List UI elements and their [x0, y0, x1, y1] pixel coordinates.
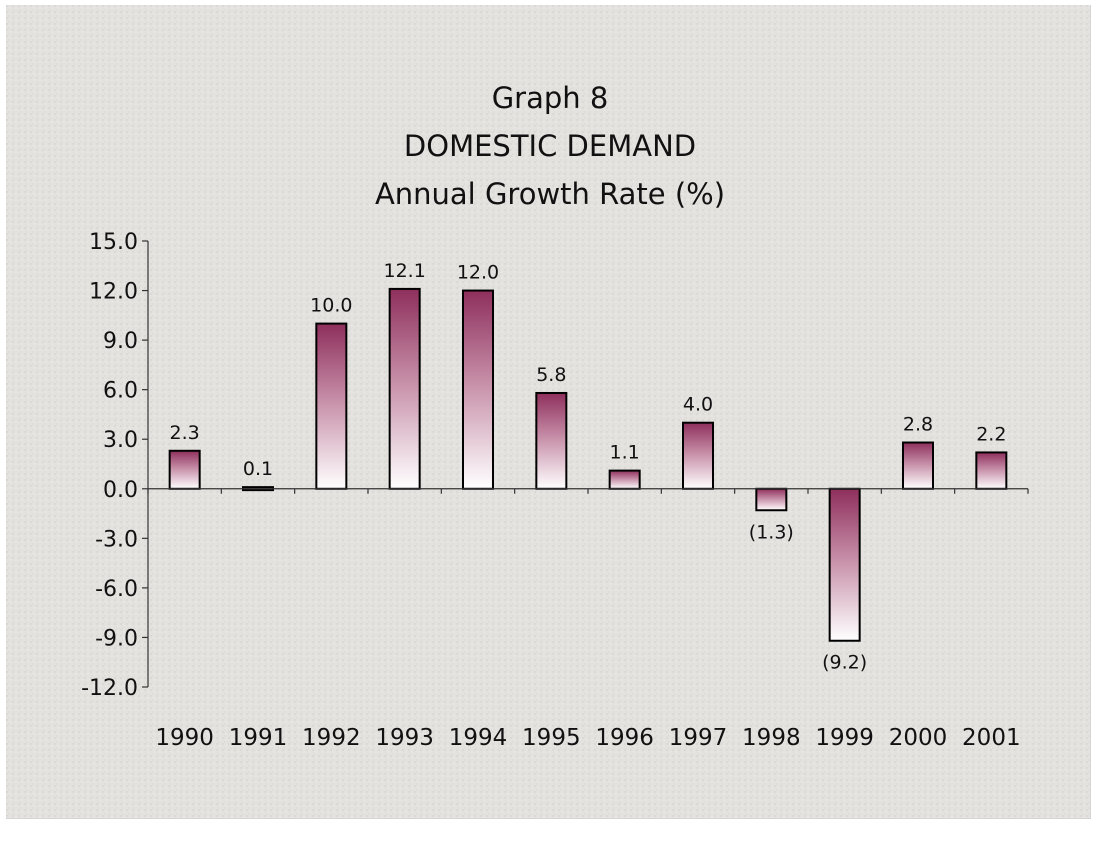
data-label-1997: 4.0: [683, 394, 713, 416]
bar-1993: [388, 287, 421, 490]
data-label-2000: 2.8: [903, 414, 933, 436]
y-tick-label: 12.0: [89, 280, 138, 305]
y-tick-label: 9.0: [103, 329, 138, 354]
category-label-1992: 1992: [302, 725, 361, 751]
y-tick-label: 0.0: [103, 478, 138, 503]
data-label-1995: 5.8: [536, 364, 566, 386]
data-label-1996: 1.1: [610, 442, 640, 464]
bar-1996: [608, 469, 641, 490]
y-tick-label: 15.0: [89, 230, 138, 255]
category-label-1990: 1990: [155, 725, 214, 751]
category-label-2000: 2000: [889, 725, 948, 751]
y-axis: 15.0 12.0 9.0 6.0 3.0 0.0 -3.0 -6.0 -9.0 -12.0: [81, 230, 149, 701]
category-label-1997: 1997: [669, 725, 728, 751]
bar-1990: [168, 449, 201, 490]
bar-2001: [975, 451, 1008, 490]
title-line-1: Graph 8: [492, 81, 609, 115]
data-labels: 2.3 0.1 10.0 12.1 12.0 5.8 1.1 4.0 (1.3) (9.2) 2.8…: [170, 260, 1007, 674]
bar-2000: [902, 441, 934, 490]
x-axis: [147, 488, 1029, 494]
data-label-1999: (9.2): [822, 652, 867, 674]
category-label-1996: 1996: [595, 725, 654, 751]
category-label-1993: 1993: [375, 725, 434, 751]
y-tick-label: -6.0: [95, 577, 138, 602]
bar-1994: [462, 289, 494, 490]
bar-1995: [535, 391, 568, 490]
y-tick-label: -12.0: [81, 676, 138, 701]
data-label-2001: 2.2: [976, 423, 1006, 445]
y-tick-label: -3.0: [95, 527, 138, 552]
category-labels: 1990 1991 1992 1993 1994 1995 1996 1997 1998 1999…: [155, 725, 1020, 751]
category-label-1999: 1999: [815, 725, 874, 751]
title-line-2: DOMESTIC DEMAND: [404, 129, 696, 163]
data-label-1992: 10.0: [310, 295, 352, 317]
y-tick-label: 6.0: [103, 379, 138, 404]
chart-area: Graph 8 DOMESTIC DEMAND Annual Growth Ra…: [6, 5, 1091, 819]
category-label-1991: 1991: [229, 725, 288, 751]
category-label-1995: 1995: [522, 725, 581, 751]
domestic-demand-chart: Graph 8 DOMESTIC DEMAND Annual Growth Ra…: [6, 5, 1090, 818]
bar-1998: [755, 487, 788, 512]
bar-1999: [828, 487, 861, 642]
data-label-1991: 0.1: [243, 458, 273, 480]
bar-1992: [315, 322, 348, 490]
y-tick-label: -9.0: [95, 626, 138, 651]
data-label-1993: 12.1: [384, 260, 426, 282]
data-label-1994: 12.0: [457, 262, 499, 284]
category-label-1998: 1998: [742, 725, 801, 751]
title-line-3: Annual Growth Rate (%): [375, 177, 725, 211]
data-label-1998: (1.3): [749, 521, 794, 543]
y-tick-label: 3.0: [103, 428, 138, 453]
bar-1997: [682, 421, 714, 490]
category-label-1994: 1994: [449, 725, 508, 751]
category-label-2001: 2001: [962, 725, 1021, 751]
chart-title: Graph 8 DOMESTIC DEMAND Annual Growth Ra…: [375, 81, 725, 211]
data-label-1990: 2.3: [170, 422, 200, 444]
